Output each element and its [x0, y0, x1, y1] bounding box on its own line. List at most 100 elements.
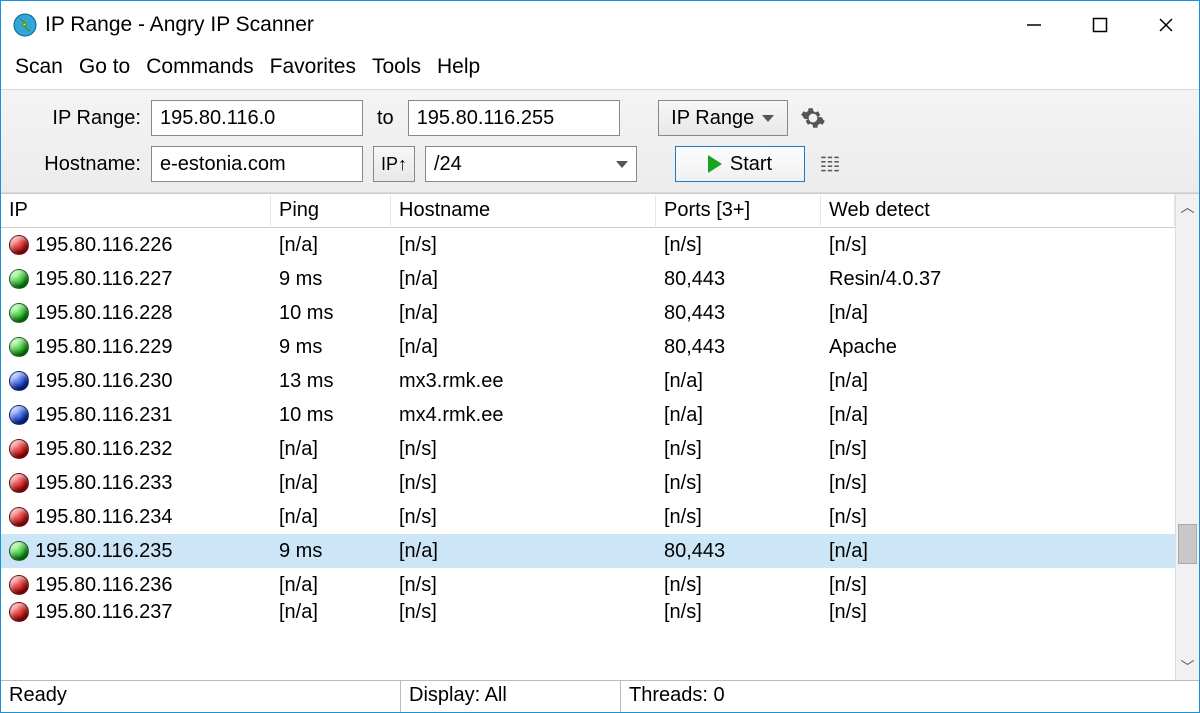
cell-ip: 195.80.116.230 — [35, 370, 173, 393]
menu-goto[interactable]: Go to — [79, 55, 130, 79]
start-button[interactable]: Start — [675, 146, 805, 182]
close-button[interactable] — [1133, 1, 1199, 49]
hostname-input[interactable] — [151, 146, 363, 182]
scroll-thumb[interactable] — [1178, 524, 1197, 564]
table-row[interactable]: 195.80.116.233[n/a][n/s][n/s][n/s] — [1, 466, 1175, 500]
col-ports[interactable]: Ports [3+] — [656, 195, 821, 226]
menu-favorites[interactable]: Favorites — [270, 55, 356, 79]
play-icon — [708, 155, 722, 173]
hostname-label: Hostname: — [15, 153, 141, 176]
results-area: IP Ping Hostname Ports [3+] Web detect 1… — [1, 193, 1199, 680]
cell-ping: [n/a] — [271, 571, 391, 600]
col-webdetect[interactable]: Web detect — [821, 195, 1175, 226]
cell-ip: 195.80.116.232 — [35, 438, 173, 461]
table-row[interactable]: 195.80.116.23110 msmx4.rmk.ee[n/a][n/a] — [1, 398, 1175, 432]
cell-webdetect: Apache — [821, 333, 1175, 362]
table-row[interactable]: 195.80.116.236[n/a][n/s][n/s][n/s] — [1, 568, 1175, 602]
ip-up-button[interactable]: IP↑ — [373, 146, 415, 182]
col-hostname[interactable]: Hostname — [391, 195, 656, 226]
col-ping[interactable]: Ping — [271, 195, 391, 226]
cell-ip: 195.80.116.237 — [35, 602, 173, 622]
to-label: to — [377, 107, 394, 130]
cell-ip: 195.80.116.227 — [35, 268, 173, 291]
cell-webdetect: [n/a] — [821, 367, 1175, 396]
cell-ports: [n/s] — [656, 231, 821, 260]
table-row[interactable]: 195.80.116.234[n/a][n/s][n/s][n/s] — [1, 500, 1175, 534]
app-icon — [13, 13, 37, 37]
cell-hostname: [n/s] — [391, 231, 656, 260]
cell-webdetect: [n/a] — [821, 299, 1175, 328]
ip-to-input[interactable] — [408, 100, 620, 136]
cell-webdetect: [n/s] — [821, 231, 1175, 260]
cell-ping: 13 ms — [271, 367, 391, 396]
status-dot-icon — [9, 473, 29, 493]
menu-commands[interactable]: Commands — [146, 55, 253, 79]
table-row[interactable]: 195.80.116.23013 msmx3.rmk.ee[n/a][n/a] — [1, 364, 1175, 398]
table-row[interactable]: 195.80.116.22810 ms[n/a]80,443[n/a] — [1, 296, 1175, 330]
menu-tools[interactable]: Tools — [372, 55, 421, 79]
cell-ports: 80,443 — [656, 265, 821, 294]
cell-ping: 10 ms — [271, 401, 391, 430]
status-dot-icon — [9, 541, 29, 561]
fetchers-button[interactable] — [815, 149, 845, 179]
status-dot-icon — [9, 405, 29, 425]
maximize-button[interactable] — [1067, 1, 1133, 49]
table-body: 195.80.116.226[n/a][n/s][n/s][n/s]195.80… — [1, 228, 1175, 680]
cell-ip: 195.80.116.231 — [35, 404, 173, 427]
cell-ports: [n/s] — [656, 435, 821, 464]
feeder-dropdown[interactable]: IP Range — [658, 100, 788, 136]
cell-ports: [n/s] — [656, 571, 821, 600]
cell-hostname: [n/s] — [391, 503, 656, 532]
cell-hostname: mx3.rmk.ee — [391, 367, 656, 396]
cell-webdetect: [n/s] — [821, 602, 1175, 622]
scroll-up-button[interactable]: ︿ — [1176, 194, 1199, 220]
cell-webdetect: [n/s] — [821, 469, 1175, 498]
cell-webdetect: [n/s] — [821, 571, 1175, 600]
cell-webdetect: [n/s] — [821, 503, 1175, 532]
status-dot-icon — [9, 337, 29, 357]
table-header: IP Ping Hostname Ports [3+] Web detect — [1, 194, 1175, 228]
cell-hostname: [n/a] — [391, 537, 656, 566]
ip-from-input[interactable] — [151, 100, 363, 136]
cell-ping: [n/a] — [271, 503, 391, 532]
netmask-dropdown[interactable]: /24 — [425, 146, 637, 182]
cell-hostname: [n/s] — [391, 469, 656, 498]
table-row[interactable]: 195.80.116.226[n/a][n/s][n/s][n/s] — [1, 228, 1175, 262]
vertical-scrollbar[interactable]: ︿ ﹀ — [1175, 194, 1199, 680]
cell-hostname: [n/a] — [391, 265, 656, 294]
scroll-down-button[interactable]: ﹀ — [1176, 654, 1199, 680]
cell-webdetect: [n/a] — [821, 537, 1175, 566]
menu-help[interactable]: Help — [437, 55, 480, 79]
table-row[interactable]: 195.80.116.2299 ms[n/a]80,443Apache — [1, 330, 1175, 364]
ip-range-label: IP Range: — [15, 107, 141, 130]
status-dot-icon — [9, 269, 29, 289]
table-row[interactable]: 195.80.116.237[n/a][n/s][n/s][n/s] — [1, 602, 1175, 622]
titlebar: IP Range - Angry IP Scanner — [1, 1, 1199, 49]
minimize-button[interactable] — [1001, 1, 1067, 49]
cell-ip: 195.80.116.229 — [35, 336, 173, 359]
cell-ports: 80,443 — [656, 299, 821, 328]
cell-hostname: [n/s] — [391, 571, 656, 600]
cell-webdetect: [n/a] — [821, 401, 1175, 430]
menu-scan[interactable]: Scan — [15, 55, 63, 79]
col-ip[interactable]: IP — [1, 195, 271, 226]
netmask-value: /24 — [434, 153, 462, 176]
cell-ports: 80,443 — [656, 333, 821, 362]
cell-ports: [n/a] — [656, 401, 821, 430]
table-row[interactable]: 195.80.116.232[n/a][n/s][n/s][n/s] — [1, 432, 1175, 466]
status-dot-icon — [9, 371, 29, 391]
cell-ports: [n/s] — [656, 469, 821, 498]
cell-hostname: [n/s] — [391, 602, 656, 622]
status-dot-icon — [9, 235, 29, 255]
preferences-button[interactable] — [798, 103, 828, 133]
cell-ping: [n/a] — [271, 231, 391, 260]
cell-hostname: [n/a] — [391, 333, 656, 362]
table-row[interactable]: 195.80.116.2279 ms[n/a]80,443Resin/4.0.3… — [1, 262, 1175, 296]
cell-ping: 9 ms — [271, 537, 391, 566]
results-table: IP Ping Hostname Ports [3+] Web detect 1… — [1, 194, 1175, 680]
cell-ports: [n/s] — [656, 503, 821, 532]
toolbar: IP Range: to IP Range Hostname: IP↑ /24 — [1, 89, 1199, 193]
table-row[interactable]: 195.80.116.2359 ms[n/a]80,443[n/a] — [1, 534, 1175, 568]
cell-ip: 195.80.116.236 — [35, 574, 173, 597]
cell-ip: 195.80.116.235 — [35, 540, 173, 563]
